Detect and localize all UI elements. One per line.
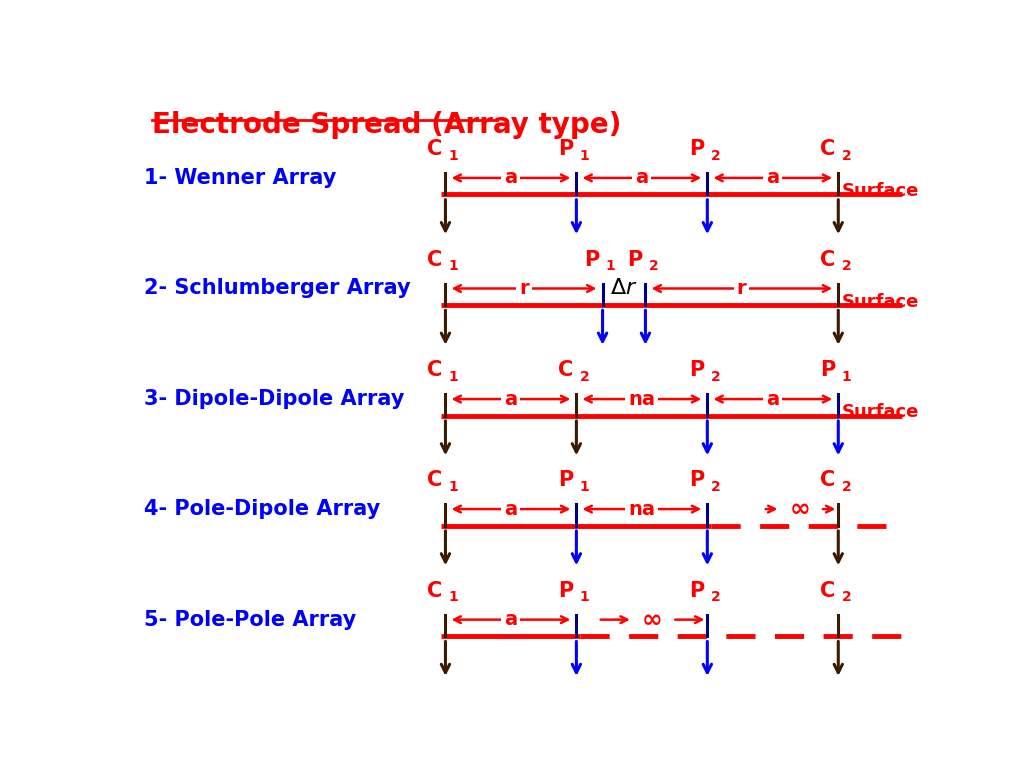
Text: C: C: [820, 250, 836, 270]
Text: C: C: [427, 139, 442, 159]
Text: P: P: [689, 470, 705, 490]
Text: P: P: [558, 139, 573, 159]
Text: a: a: [504, 610, 517, 629]
Text: a: a: [766, 168, 779, 187]
Text: C: C: [820, 470, 836, 490]
Text: 1: 1: [449, 148, 459, 163]
Text: ∞: ∞: [790, 497, 811, 521]
Text: 1: 1: [449, 369, 459, 384]
Text: 2: 2: [711, 148, 720, 163]
Text: 1- Wenner Array: 1- Wenner Array: [143, 168, 336, 188]
Text: C: C: [427, 360, 442, 380]
Text: na: na: [628, 499, 655, 518]
Text: C: C: [427, 581, 442, 601]
Text: $\Delta r$: $\Delta r$: [610, 279, 638, 299]
Text: 2: 2: [842, 591, 851, 604]
Text: a: a: [635, 168, 648, 187]
Text: P: P: [627, 250, 642, 270]
Text: 2: 2: [648, 259, 658, 273]
Text: 1: 1: [580, 480, 589, 494]
Text: P: P: [820, 360, 836, 380]
Text: r: r: [519, 279, 528, 298]
Text: 2: 2: [842, 148, 851, 163]
Text: C: C: [427, 470, 442, 490]
Text: 1: 1: [449, 591, 459, 604]
Text: Surface: Surface: [842, 293, 920, 310]
Text: a: a: [766, 389, 779, 409]
Text: 2: 2: [711, 480, 720, 494]
Text: C: C: [820, 581, 836, 601]
Text: P: P: [689, 139, 705, 159]
Text: ∞: ∞: [642, 607, 663, 631]
Text: C: C: [558, 360, 573, 380]
Text: Electrode Spread (Array type): Electrode Spread (Array type): [152, 111, 622, 139]
Text: 2- Schlumberger Array: 2- Schlumberger Array: [143, 279, 411, 299]
Text: Surface: Surface: [842, 182, 920, 200]
Text: 5- Pole-Pole Array: 5- Pole-Pole Array: [143, 610, 356, 630]
Text: 2: 2: [711, 591, 720, 604]
Text: P: P: [689, 360, 705, 380]
Text: C: C: [427, 250, 442, 270]
Text: 3- Dipole-Dipole Array: 3- Dipole-Dipole Array: [143, 389, 404, 409]
Text: 2: 2: [711, 369, 720, 384]
Text: P: P: [558, 581, 573, 601]
Text: a: a: [504, 499, 517, 518]
Text: 4- Pole-Dipole Array: 4- Pole-Dipole Array: [143, 499, 380, 519]
Text: 2: 2: [580, 369, 589, 384]
Text: 2: 2: [842, 480, 851, 494]
Text: 1: 1: [449, 480, 459, 494]
Text: r: r: [736, 279, 746, 298]
Text: 2: 2: [842, 259, 851, 273]
Text: 1: 1: [842, 369, 851, 384]
Text: 1: 1: [606, 259, 615, 273]
Text: 1: 1: [449, 259, 459, 273]
Text: P: P: [558, 470, 573, 490]
Text: a: a: [504, 389, 517, 409]
Text: P: P: [689, 581, 705, 601]
Text: na: na: [628, 389, 655, 409]
Text: a: a: [504, 168, 517, 187]
Text: 1: 1: [580, 148, 589, 163]
Text: P: P: [584, 250, 599, 270]
Text: Surface: Surface: [842, 403, 920, 421]
Text: C: C: [820, 139, 836, 159]
Text: 1: 1: [580, 591, 589, 604]
